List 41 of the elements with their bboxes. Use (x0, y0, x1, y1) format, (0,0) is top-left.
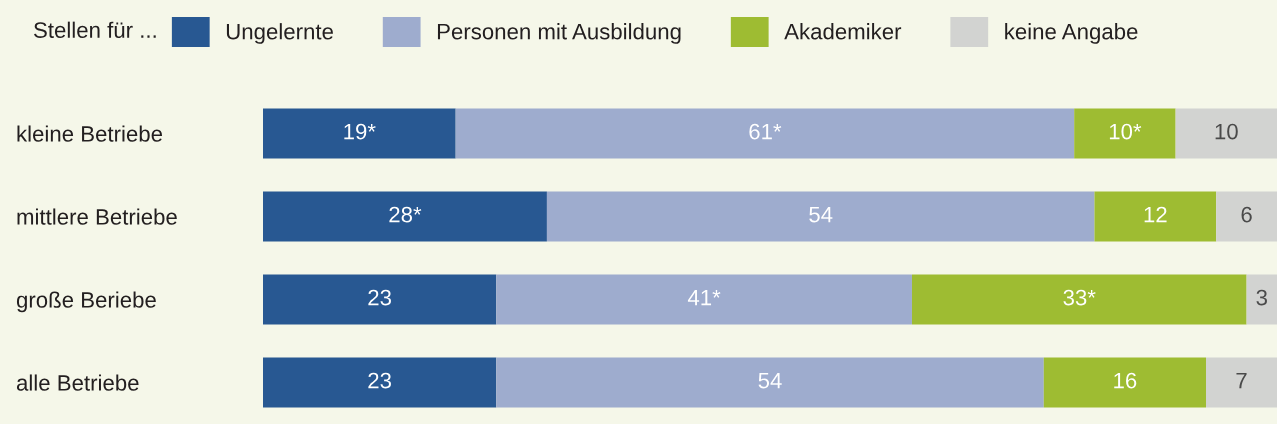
data-label: 19* (344, 123, 376, 140)
bar (1246, 274, 1277, 325)
legend-title: Stellen für ... (34, 21, 156, 38)
legend-label: Akademiker (784, 23, 902, 40)
data-label: 41* (687, 289, 721, 306)
y-tick-label: alle Betriebe (16, 374, 139, 391)
bar (1074, 108, 1176, 159)
y-tick-label: große Beriebe (16, 291, 156, 313)
bar (455, 108, 1075, 159)
data-label: 28* (389, 206, 422, 223)
data-label: 23 (368, 372, 391, 389)
bar (1206, 357, 1277, 408)
bar (263, 108, 456, 159)
data-label: 6 (1241, 206, 1252, 223)
data-label: 3 (1256, 289, 1267, 306)
data-label: 7 (1236, 372, 1247, 389)
y-tick-label: mittlere Betriebe (17, 208, 177, 225)
bar (496, 274, 912, 325)
bar (546, 191, 1095, 242)
bar (1094, 191, 1217, 242)
bar (496, 357, 1044, 408)
data-label: 54 (758, 372, 782, 389)
data-label: 33* (1063, 289, 1096, 306)
bar (1216, 191, 1277, 242)
data-label: 16 (1114, 372, 1137, 389)
data-label: 23 (368, 289, 391, 306)
data-label: 10 (1215, 123, 1238, 140)
bar (263, 357, 497, 408)
legend-label: keine Angabe (1005, 23, 1138, 44)
data-label: 12 (1144, 206, 1167, 223)
y-tick-label: kleine Betriebe (17, 125, 163, 142)
bar (1175, 108, 1277, 159)
legend-label: Personen mit Ausbildung (437, 23, 681, 44)
data-label: 61* (749, 123, 782, 140)
bar (263, 191, 547, 242)
bar (263, 274, 497, 325)
data-label: 10* (1109, 123, 1142, 140)
bar (1043, 357, 1207, 408)
bar (911, 274, 1247, 325)
legend-label: Ungelernte (226, 23, 333, 44)
data-label: 54 (809, 206, 833, 223)
